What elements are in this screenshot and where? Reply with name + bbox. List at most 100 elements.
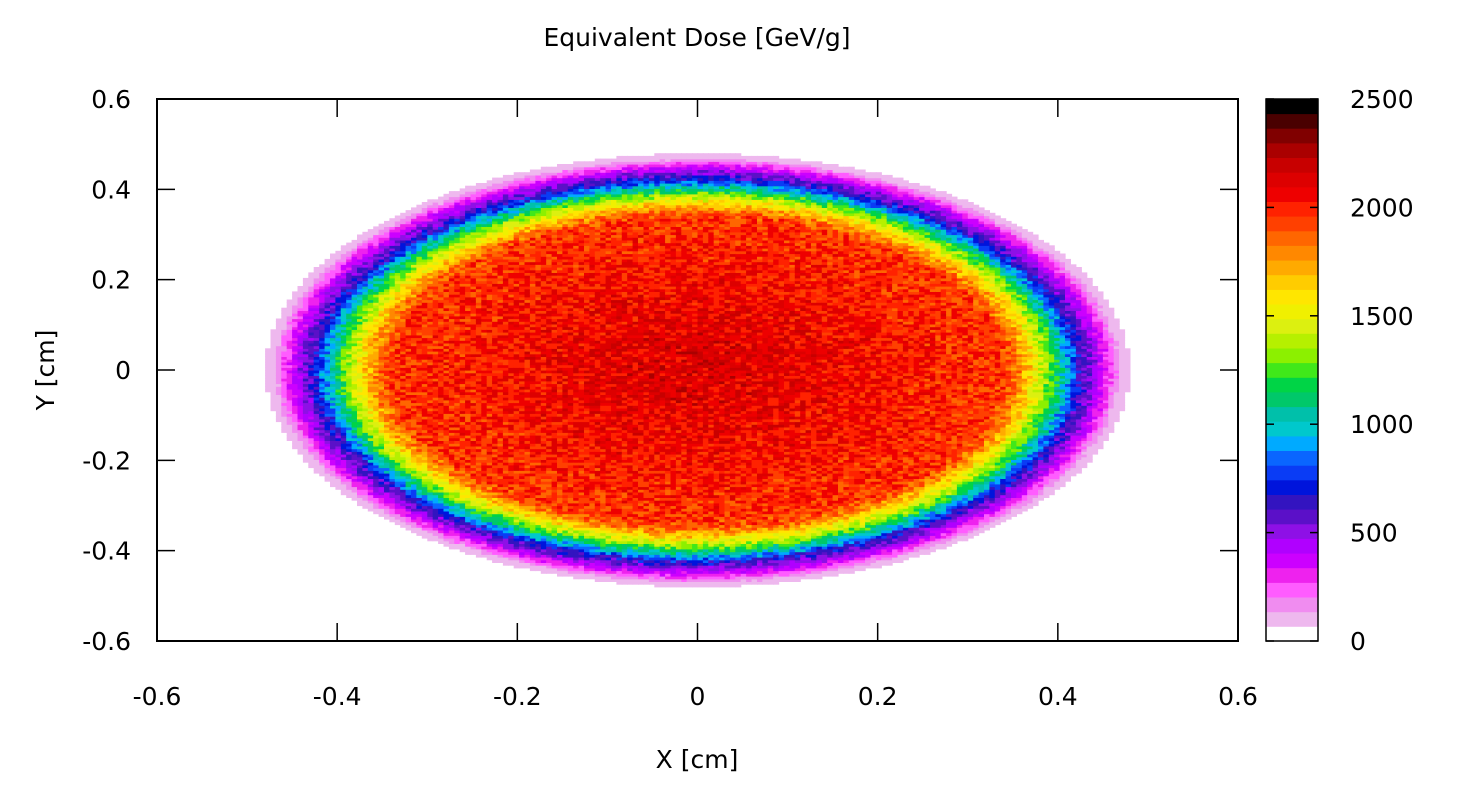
heatmap-cell (373, 277, 380, 282)
heatmap-cell (400, 218, 407, 222)
heatmap-cell (319, 337, 326, 341)
heatmap-cell (351, 248, 358, 252)
heatmap-cell (324, 340, 331, 344)
heatmap-cell (313, 305, 320, 309)
heatmap-cell (335, 467, 342, 471)
heatmap-cell (373, 386, 380, 390)
heatmap-cell (297, 326, 304, 330)
heatmap-cell (378, 267, 385, 271)
heatmap-cell (302, 410, 309, 414)
heatmap-cell (340, 426, 347, 431)
heatmap-cell (378, 286, 385, 290)
heatmap-cell (330, 443, 336, 447)
heatmap-cell (378, 359, 385, 363)
heatmap-cell (286, 399, 293, 404)
heatmap-cell (351, 307, 358, 311)
heatmap-cell (378, 478, 385, 482)
heatmap-cell (351, 394, 358, 398)
heatmap-cell (346, 426, 353, 431)
heatmap-cell (346, 307, 353, 311)
heatmap-cell (302, 416, 309, 420)
heatmap-cell (346, 361, 353, 366)
heatmap-cell (335, 448, 342, 452)
heatmap-cell (292, 361, 299, 366)
heatmap-cell (297, 407, 304, 412)
heatmap-cell (319, 277, 326, 282)
heatmap-cell (389, 277, 396, 282)
heatmap-cell (281, 356, 288, 360)
heatmap-cell (367, 332, 374, 336)
heatmap-cell (357, 348, 363, 352)
heatmap-cell (297, 451, 304, 455)
heatmap-cell (389, 299, 396, 303)
heatmap-cell (373, 375, 380, 379)
heatmap-cell (302, 342, 309, 347)
heatmap-cell (389, 519, 396, 523)
heatmap-cell (400, 421, 407, 425)
heatmap-cell (400, 367, 407, 371)
heatmap-cell (265, 367, 272, 371)
heatmap-cell (313, 277, 320, 282)
heatmap-cell (362, 494, 369, 498)
heatmap-cell (378, 394, 385, 398)
heatmap-cell (302, 332, 309, 336)
heatmap-cell (389, 389, 396, 393)
heatmap-cell (351, 435, 358, 439)
heatmap-cell (313, 283, 320, 287)
heatmap-cell (384, 445, 390, 450)
heatmap-cell (335, 283, 342, 287)
heatmap-cell (308, 426, 315, 431)
heatmap-cell (389, 429, 396, 433)
heatmap-cell (324, 334, 331, 339)
heatmap-cell (384, 248, 390, 252)
heatmap-cell (313, 356, 320, 360)
heatmap-cell (384, 380, 390, 385)
heatmap-cell (400, 291, 407, 295)
heatmap-cell (281, 313, 288, 317)
heatmap-cell (346, 413, 353, 417)
heatmap-cell (351, 459, 358, 463)
heatmap-cell (378, 294, 385, 298)
heatmap-cell (400, 299, 407, 303)
heatmap-cell (265, 364, 272, 368)
heatmap-cell (367, 508, 374, 512)
heatmap-cell (340, 302, 347, 306)
heatmap-cell (384, 470, 390, 474)
heatmap-cell (313, 321, 320, 325)
heatmap-cell (367, 359, 374, 363)
heatmap-cell (308, 456, 315, 460)
heatmap-cell (384, 410, 390, 414)
heatmap-cell (297, 421, 304, 425)
heatmap-cell (265, 372, 272, 376)
heatmap-cell (281, 397, 288, 401)
heatmap-cell (357, 245, 363, 249)
heatmap-cell (292, 445, 299, 450)
heatmap-cell (378, 245, 385, 249)
heatmap-cell (346, 288, 353, 292)
heatmap-cell (340, 370, 347, 374)
heatmap-cell (324, 383, 331, 387)
heatmap-cell (394, 440, 401, 444)
heatmap-cell (297, 445, 304, 450)
heatmap-cell (389, 397, 396, 401)
heatmap-cell (384, 332, 390, 336)
heatmap-cell (378, 497, 385, 501)
heatmap-cell (286, 340, 293, 344)
heatmap-cell (324, 318, 331, 322)
heatmap-cell (346, 478, 353, 482)
heatmap-cell (378, 321, 385, 325)
heatmap-cell (346, 407, 353, 412)
heatmap-cell (400, 229, 407, 233)
heatmap-cell (346, 391, 353, 395)
heatmap-cell (389, 356, 396, 360)
heatmap-cell (357, 321, 363, 325)
heatmap-cell (394, 307, 401, 311)
heatmap-cell (384, 459, 390, 463)
heatmap-cell (313, 424, 320, 428)
heatmap-cell (351, 294, 358, 298)
heatmap-cell (367, 399, 374, 404)
heatmap-cell (313, 378, 320, 382)
heatmap-cell (389, 445, 396, 450)
heatmap-cell (308, 424, 315, 428)
heatmap-cell (346, 494, 353, 498)
